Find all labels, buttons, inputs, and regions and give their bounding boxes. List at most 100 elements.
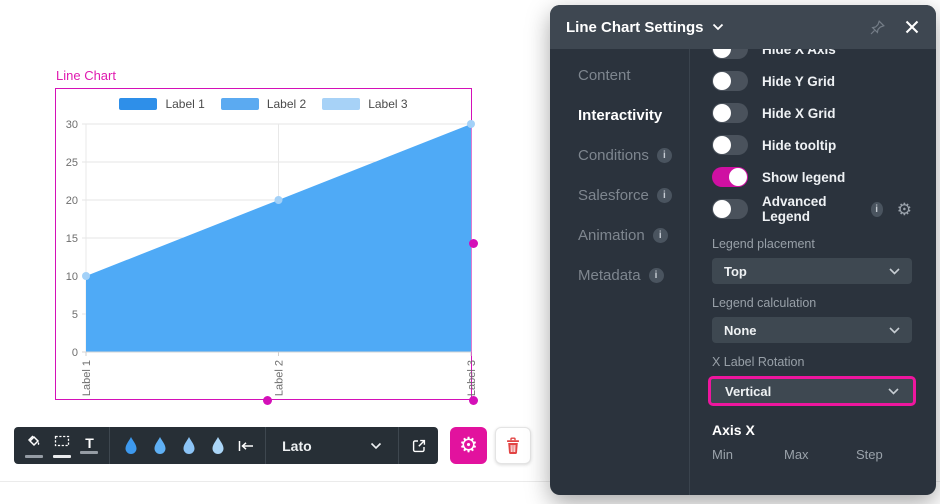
x-axis-label: Label 3 [466,360,478,396]
tab-label: Animation [578,226,645,244]
series-color-droplet-button[interactable] [116,431,145,461]
legend-item[interactable]: Label 2 [220,97,307,111]
border-color-swatch [52,454,71,458]
toggle-hide-tooltip[interactable] [712,135,748,155]
toggle-knob [713,136,731,154]
resize-handle-right[interactable] [469,239,478,248]
x-label-rotation-value: Vertical [725,383,772,399]
gear-icon[interactable]: ⚙ [896,199,912,219]
toggle-hide-x-grid[interactable] [712,103,748,123]
setting-row-hide-tooltip: Hide tooltip [712,129,912,161]
y-axis-tick-label: 15 [66,233,78,245]
setting-row-hide-x-grid: Hide X Grid [712,97,912,129]
legend-placement-select[interactable]: Top [712,258,912,284]
align-to-bar-button[interactable] [232,431,259,461]
chevron-down-icon [889,326,900,334]
legend-label: Label 1 [165,97,205,111]
line-chart-settings-panel: Line Chart Settings Content Interactivity… [550,5,936,495]
tab-conditions[interactable]: Conditions i [578,135,689,175]
resize-handle-bottom[interactable] [263,396,272,405]
gear-icon: ⚙ [459,434,478,457]
y-axis-tick-label: 0 [72,347,78,359]
toggle-hide-y-grid[interactable] [712,71,748,91]
toggle-label: Advanced Legend [762,194,827,224]
toggle-advanced-legend[interactable] [712,199,748,219]
toggle-knob [729,168,747,186]
info-icon: i [648,267,664,283]
x-axis-label: Label 2 [274,360,286,396]
chevron-down-icon [371,442,382,449]
tab-metadata[interactable]: Metadata i [578,255,689,295]
tab-salesforce[interactable]: Salesforce i [578,175,689,215]
tab-content[interactable]: Content [578,55,689,95]
series-color-droplet-button[interactable] [174,431,203,461]
toggle-show-legend[interactable] [712,167,748,187]
legend-calculation-select[interactable]: None [712,317,912,343]
chevron-down-icon [888,387,899,395]
droplet-icon [154,436,166,454]
axis-max-label: Max [784,447,809,462]
element-toolbar: T Lato [14,427,438,464]
fill-color-swatch [24,454,43,458]
axis-x-section-title: Axis X [712,422,755,438]
x-axis-label: Label 1 [81,360,93,396]
series-color-droplet-button[interactable] [145,431,174,461]
border-style-icon [53,434,71,453]
chart-element-title: Line Chart [56,68,116,83]
open-external-button[interactable] [405,431,432,461]
legend-item[interactable]: Label 1 [119,97,205,111]
series-color-group [116,431,232,461]
toggle-label: Hide tooltip [762,137,837,153]
tab-label: Interactivity [578,106,663,124]
resize-handle-corner[interactable] [469,396,478,405]
info-icon: i [656,147,672,163]
text-color-swatch [80,451,99,454]
delete-button[interactable] [495,427,531,464]
line-chart-plot: 0 5 10 15 20 25 30 Label 1 Label 2 Label 3 [66,119,478,396]
chevron-down-icon[interactable] [712,23,724,31]
info-icon: i [870,201,883,217]
x-label-rotation-select[interactable]: Vertical [708,376,916,406]
toggle-knob [713,72,731,90]
legend-swatch [119,98,158,110]
y-axis-tick-label: 30 [66,119,78,131]
setting-row-hide-y-grid: Hide Y Grid [712,65,912,97]
fill-color-button[interactable] [20,431,48,461]
tab-label: Salesforce [578,186,649,204]
settings-button[interactable]: ⚙ [450,427,487,464]
legend-label: Label 2 [266,97,307,111]
page-bottom-divider [0,481,940,482]
open-external-icon [412,439,425,452]
tab-interactivity[interactable]: Interactivity [578,95,689,135]
legend-placement-value: Top [724,263,747,279]
legend-calculation-value: None [724,322,757,338]
legend-item[interactable]: Label 3 [322,97,408,111]
toggle-label: Hide Y Grid [762,73,836,89]
y-axis-tick-label: 5 [72,309,78,321]
line-chart-element[interactable]: Label 1 Label 2 Label 3 0 5 10 15 20 25 30 Label … [55,88,478,400]
pin-icon[interactable] [869,19,886,36]
toolbar-separator [398,427,400,464]
font-family-select[interactable]: Lato [272,431,392,461]
tab-label: Conditions [578,146,649,164]
toggle-label: Hide X Grid [762,105,836,121]
toolbar-separator [265,427,267,464]
panel-header[interactable]: Line Chart Settings [550,5,936,49]
legend-swatch [220,98,259,110]
setting-row-advanced-legend: Advanced Legend i ⚙ [712,193,912,225]
field-label: Legend calculation [712,296,817,310]
border-style-button[interactable] [48,431,76,461]
info-icon: i [656,187,672,203]
data-point-marker [274,196,283,204]
settings-content: Hide X Axis Hide Y Grid Hide X Grid Hide to… [690,39,936,495]
close-icon[interactable] [904,19,920,35]
series-color-droplet-button[interactable] [203,431,232,461]
chart-legend: Label 1 Label 2 Label 3 [56,97,471,111]
text-style-button[interactable]: T [76,431,104,461]
align-to-bar-icon [238,440,253,451]
axis-x-columns: Min Max Step [712,447,912,462]
tab-animation[interactable]: Animation i [578,215,689,255]
panel-title: Line Chart Settings [566,18,704,36]
panel-body: Content Interactivity Conditions i Salesforc… [550,39,936,495]
droplet-icon [212,436,224,454]
